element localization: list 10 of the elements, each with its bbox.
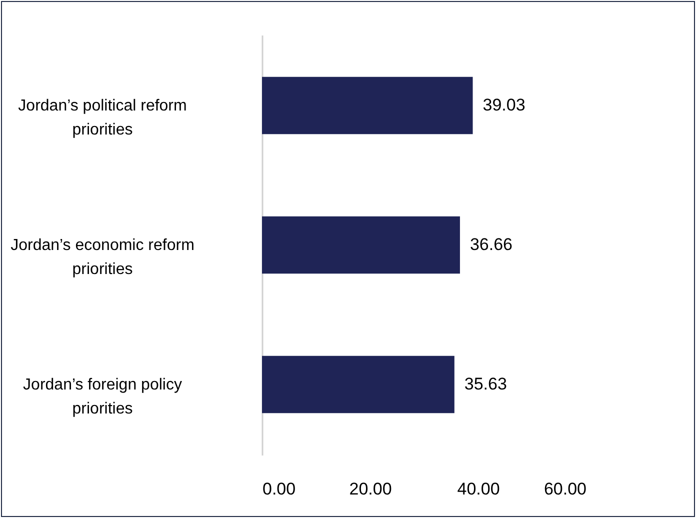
data-label: 35.63 [464, 374, 507, 394]
x-tick-label: 60.00 [544, 480, 586, 498]
x-tick-label: 20.00 [349, 480, 392, 498]
data-label: 36.66 [470, 235, 513, 254]
y-tick-label: Jordan’s foreign policy priorities [23, 376, 182, 418]
y-tick-label: Jordan’s political reform priorities [18, 97, 187, 138]
x-tick-label: 40.00 [457, 480, 500, 498]
data-label: 39.03 [482, 95, 526, 114]
y-tick-label: Jordan’s economic reform priorities [10, 237, 194, 278]
x-tick-label: 0.00 [262, 480, 296, 498]
